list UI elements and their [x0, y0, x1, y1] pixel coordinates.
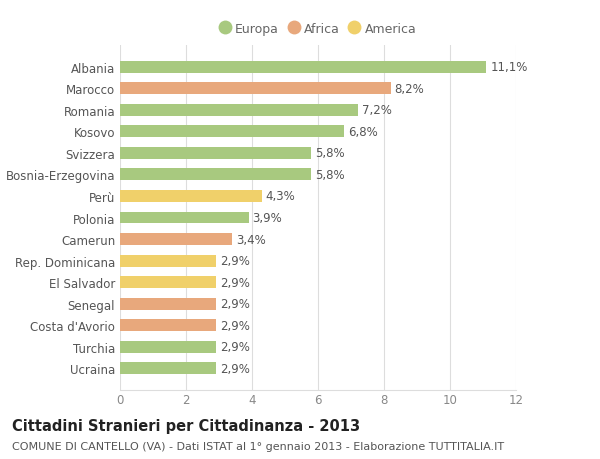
Text: 8,2%: 8,2% [395, 83, 424, 95]
Text: 3,9%: 3,9% [253, 212, 283, 224]
Text: COMUNE DI CANTELLO (VA) - Dati ISTAT al 1° gennaio 2013 - Elaborazione TUTTITALI: COMUNE DI CANTELLO (VA) - Dati ISTAT al … [12, 441, 504, 451]
Bar [120, 62, 486, 73]
Text: 2,9%: 2,9% [220, 362, 250, 375]
Text: 2,9%: 2,9% [220, 319, 250, 332]
Bar [120, 298, 215, 310]
Bar [120, 234, 232, 246]
Text: 4,3%: 4,3% [266, 190, 296, 203]
Bar [120, 83, 391, 95]
Text: 7,2%: 7,2% [362, 104, 391, 117]
Text: 3,4%: 3,4% [236, 233, 266, 246]
Text: 5,8%: 5,8% [316, 147, 345, 160]
Bar [120, 190, 262, 202]
Text: 2,9%: 2,9% [220, 255, 250, 268]
Text: 2,9%: 2,9% [220, 341, 250, 353]
Text: 6,8%: 6,8% [349, 125, 378, 139]
Text: 2,9%: 2,9% [220, 276, 250, 289]
Bar [120, 212, 248, 224]
Text: 5,8%: 5,8% [316, 168, 345, 181]
Legend: Europa, Africa, America: Europa, Africa, America [215, 18, 421, 41]
Bar [120, 363, 215, 375]
Text: Cittadini Stranieri per Cittadinanza - 2013: Cittadini Stranieri per Cittadinanza - 2… [12, 418, 360, 433]
Bar [120, 319, 215, 331]
Bar [120, 255, 215, 267]
Bar [120, 277, 215, 288]
Bar [120, 105, 358, 117]
Bar [120, 169, 311, 181]
Bar [120, 126, 344, 138]
Text: 11,1%: 11,1% [490, 61, 527, 74]
Text: 2,9%: 2,9% [220, 297, 250, 311]
Bar [120, 341, 215, 353]
Bar [120, 148, 311, 159]
